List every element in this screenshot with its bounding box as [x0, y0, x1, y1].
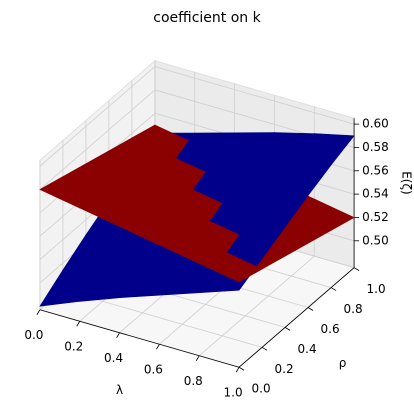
y-tick-label: 0.4 — [298, 342, 317, 356]
x-axis-label: λ — [116, 383, 123, 397]
chart-title: coefficient on k — [153, 10, 261, 26]
x-tick-label: 0.8 — [184, 374, 203, 388]
tick-mark — [235, 367, 240, 373]
y-axis-label: ρ — [339, 356, 347, 370]
tick-mark — [307, 307, 314, 311]
z-tick-label: 0.54 — [362, 187, 389, 201]
tick-mark — [261, 346, 268, 351]
tick-mark — [284, 327, 291, 331]
y-tick-label: 0.6 — [321, 322, 340, 336]
surface-patch — [198, 250, 263, 283]
grid-line — [39, 66, 156, 167]
tick-mark — [238, 366, 245, 371]
x-tick-label: 0.0 — [24, 328, 43, 342]
x-tick-label: 0.2 — [64, 340, 83, 354]
tick-mark — [353, 267, 360, 271]
z-tick-label: 0.58 — [362, 140, 389, 154]
z-tick-label: 0.60 — [362, 117, 389, 131]
grid-line — [154, 66, 355, 125]
grid-line — [39, 89, 156, 190]
y-tick-label: 0.8 — [344, 302, 363, 316]
y-tick-label: 0.2 — [275, 362, 294, 376]
tick-mark — [76, 321, 81, 327]
tick-mark — [195, 355, 200, 361]
y-tick-label: 0.0 — [252, 382, 271, 396]
z-tick-label: 0.50 — [362, 233, 389, 247]
x-tick-label: 0.6 — [144, 363, 163, 377]
tick-mark — [156, 344, 160, 350]
tick-mark — [330, 287, 337, 291]
axis-line — [39, 309, 240, 368]
z-tick-label: 0.52 — [362, 210, 389, 224]
z-tick-label: 0.56 — [362, 163, 389, 177]
x-tick-label: 1.0 — [224, 386, 243, 400]
y-tick-label: 1.0 — [367, 282, 386, 296]
grid-line — [198, 255, 315, 357]
tick-mark — [116, 332, 120, 338]
z-axis-label: E(ζ) — [400, 171, 414, 194]
x-tick-label: 0.4 — [104, 351, 123, 365]
tick-mark — [36, 309, 41, 315]
axis-line — [238, 267, 355, 368]
